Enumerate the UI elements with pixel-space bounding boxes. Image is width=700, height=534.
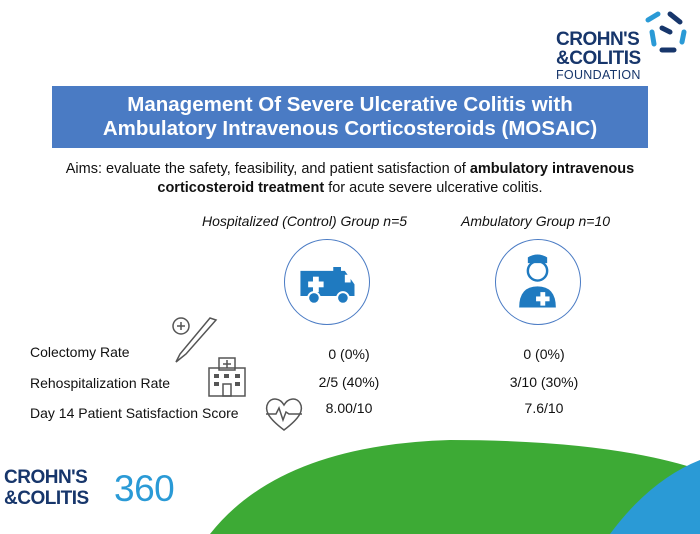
aims-prefix: Aims: evaluate the safety, feasibility, … [65,161,470,177]
scalpel-icon [172,317,218,363]
row-label-satisfaction: Day 14 Patient Satisfaction Score [30,405,239,421]
satisfaction-hospitalized-value: 8.00/10 [325,400,373,416]
colectomy-ambulatory-value: 0 (0%) [523,346,565,362]
hospitalized-group-heading: Hospitalized (Control) Group n=5 [202,213,408,229]
hospital-building-icon [208,357,246,397]
colectomy-hospitalized-value: 0 (0%) [328,346,370,362]
aims-bold: ambulatory intravenous corticosteroid tr… [157,161,635,196]
satisfaction-ambulatory-value: 7.6/10 [524,400,564,416]
crohns-colitis-360-logo: CROHN'S &COLITIS 360 [4,468,204,520]
heart-pulse-icon [265,398,303,431]
row-label-rehospitalization: Rehospitalization Rate [30,375,171,391]
title-banner: Management Of Severe Ulcerative Colitis … [52,86,648,148]
logo-line-3: FOUNDATION [556,68,641,82]
title-line-2: Ambulatory Intravenous Corticosteroids (… [102,117,598,140]
crohns-colitis-foundation-logo: CROHN'S &COLITIS FOUNDATION [548,10,696,82]
ambulatory-group-heading: Ambulatory Group n=10 [461,213,611,229]
aims-suffix: for acute severe ulcerative colitis. [324,180,543,196]
bottom-logo-line-1: CROHN'S [4,467,88,488]
bottom-logo-number: 360 [114,468,175,509]
logo-line-2: &COLITIS [556,48,641,69]
rehospitalization-hospitalized-value: 2/5 (40%) [318,374,380,390]
foundation-logo-mark-icon [645,11,687,53]
title-line-1: Management Of Severe Ulcerative Colitis … [127,93,573,116]
bottom-logo-line-2: &COLITIS [4,488,89,509]
row-label-colectomy: Colectomy Rate [30,344,130,360]
logo-line-1: CROHN'S [556,29,640,50]
ambulance-icon [284,239,370,325]
doctor-icon [495,239,581,325]
rehospitalization-ambulatory-value: 3/10 (30%) [509,374,579,390]
aims-text: Aims: evaluate the safety, feasibility, … [20,160,680,198]
